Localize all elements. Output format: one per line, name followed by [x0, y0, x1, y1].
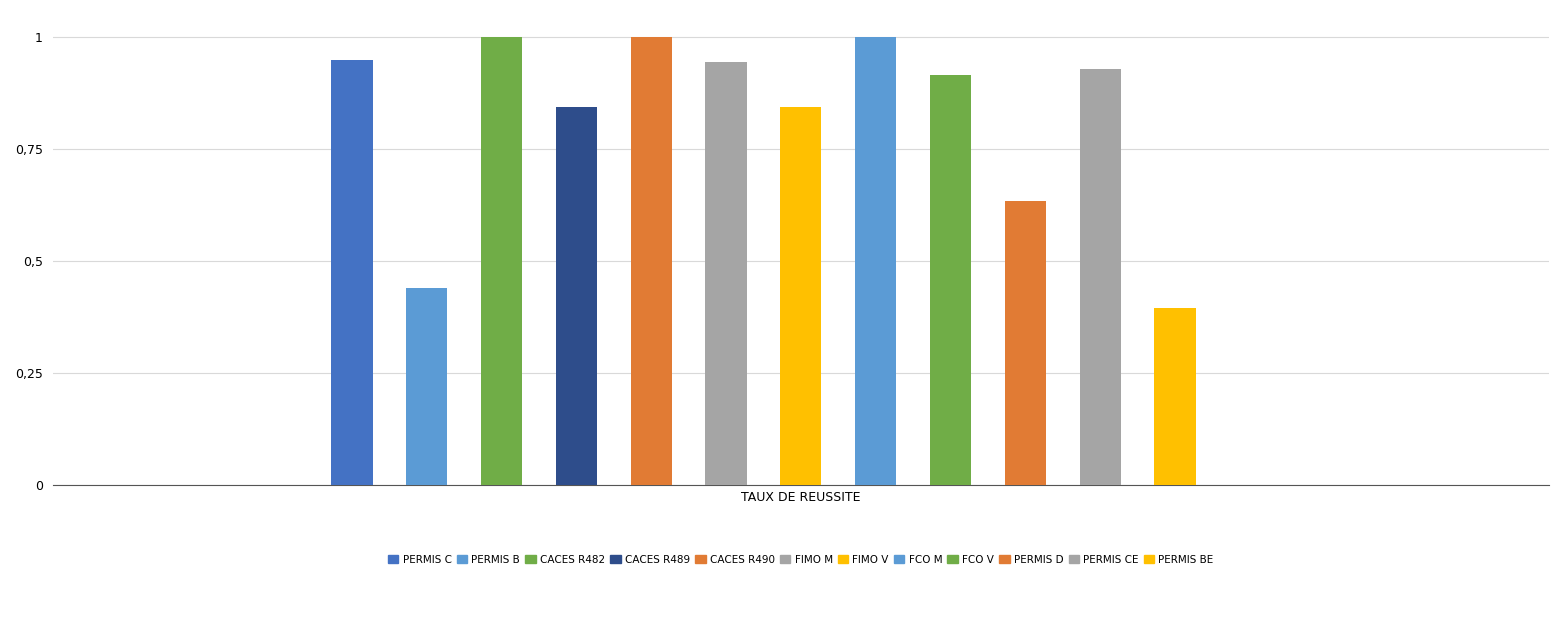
Bar — [630, 38, 673, 484]
Legend: PERMIS C, PERMIS B, CACES R482, CACES R489, CACES R490, FIMO M, FIMO V, FCO M, F: PERMIS C, PERMIS B, CACES R482, CACES R4… — [383, 551, 1218, 569]
Bar — [482, 38, 522, 484]
Bar — [705, 62, 746, 484]
Bar — [856, 38, 896, 484]
Bar — [931, 75, 971, 484]
Bar — [555, 107, 597, 484]
Bar — [332, 60, 372, 484]
X-axis label: TAUX DE REUSSITE: TAUX DE REUSSITE — [741, 491, 860, 505]
Bar — [407, 288, 447, 484]
Bar — [1004, 200, 1046, 484]
Bar — [1079, 69, 1121, 484]
Bar — [780, 107, 821, 484]
Bar — [1154, 308, 1195, 484]
